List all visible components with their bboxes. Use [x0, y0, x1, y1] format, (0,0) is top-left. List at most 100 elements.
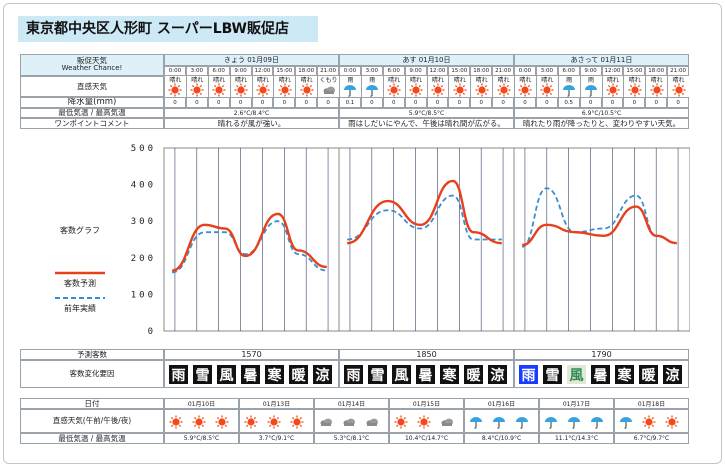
- rain-icon: [620, 417, 632, 429]
- time-cell: 12:00: [251, 66, 274, 76]
- weather-icon-cell: [579, 83, 602, 97]
- factor-cell: 雨雪風暑寒暖涼: [164, 360, 339, 388]
- forecast-line: [346, 179, 502, 245]
- sun-icon: [387, 83, 401, 97]
- predicted-value: 1790: [514, 349, 689, 360]
- weather-icon-cell: [492, 83, 514, 97]
- precip-cell: 0: [295, 97, 318, 108]
- weather-icon-cell: [667, 83, 689, 97]
- day-header: あさって 01月11日: [514, 54, 689, 66]
- rain-icon: [545, 417, 557, 429]
- factor-雪: 雪: [368, 365, 387, 384]
- weather-text: 晴れ: [229, 76, 252, 83]
- prev-year-line: [521, 187, 677, 248]
- cloud-icon: [343, 418, 355, 426]
- sun-icon: [290, 415, 304, 429]
- weather-icon-cell: [273, 83, 295, 97]
- weather-text: 晴れ: [470, 76, 492, 83]
- weekly-icon-slot: [567, 415, 581, 431]
- rain-icon: [470, 417, 482, 429]
- factor-涼: 涼: [488, 365, 507, 384]
- factor-寒: 寒: [265, 365, 284, 384]
- sun-icon: [475, 83, 489, 97]
- sun-icon: [212, 83, 226, 97]
- forecast-line: [521, 205, 677, 247]
- weekly-date: 01月10日: [164, 398, 239, 409]
- cloud-icon: [323, 86, 335, 94]
- weekly-date-label: 日付: [20, 398, 164, 409]
- factor-雨: 雨: [344, 365, 363, 384]
- precip-cell: 0: [273, 97, 296, 108]
- time-cell: 3:00: [360, 66, 383, 76]
- precip-cell: 0: [579, 97, 602, 108]
- time-cell: 15:00: [273, 66, 296, 76]
- weather-text: 晴れ: [164, 76, 186, 83]
- sun-icon: [278, 83, 292, 97]
- y-tick-label: 500: [131, 144, 156, 154]
- forecast-label: 販促天気 Weather Chance!: [20, 54, 164, 76]
- weather-text: 晴れ: [492, 76, 514, 83]
- weekly-icon-slot: [440, 415, 454, 431]
- time-cell: 6:00: [382, 66, 405, 76]
- time-cell: 21:00: [317, 66, 339, 76]
- precip-cell: 0: [404, 97, 427, 108]
- time-cell: 12:00: [601, 66, 624, 76]
- weather-text: 晴れ: [251, 76, 274, 83]
- prev-year-line: [171, 220, 327, 274]
- time-cell: 9:00: [229, 66, 252, 76]
- weekly-icon-slot: [365, 415, 379, 431]
- time-cell: 6:00: [557, 66, 580, 76]
- precip-cell: 0: [251, 97, 274, 108]
- factor-雪: 雪: [193, 365, 212, 384]
- sun-icon: [540, 83, 554, 97]
- precip-cell: 0: [645, 97, 668, 108]
- forecast-label-jp: 販促天気: [77, 56, 107, 66]
- weather-text: 晴れ: [535, 76, 558, 83]
- weather-text: 晴れ: [295, 76, 317, 83]
- precip-cell: 0: [229, 97, 252, 108]
- legend-forecast-label: 客数予測: [64, 278, 96, 288]
- weekly-icons: [464, 409, 539, 433]
- weekly-icons: [539, 409, 614, 433]
- factor-寒: 寒: [440, 365, 459, 384]
- weather-text: 晴れ: [382, 76, 405, 83]
- temp-cell: 2.6°C/8.4°C: [164, 108, 339, 118]
- weekly-icons: [389, 409, 464, 433]
- precip-cell: 0: [448, 97, 471, 108]
- factor-雪: 雪: [543, 365, 562, 384]
- sun-icon: [606, 83, 620, 97]
- weekly-temp: 3.7°C/9.1°C: [239, 433, 314, 444]
- weather-icon-cell: [623, 83, 645, 97]
- weekly-temp: 6.7°C/9.7°C: [614, 433, 689, 444]
- weekly-icon-slot: [642, 415, 656, 431]
- weather-text: 晴れ: [426, 76, 449, 83]
- weekly-date: 01月17日: [539, 398, 614, 409]
- forecast-label-en: Weather Chance!: [61, 64, 123, 73]
- factor-涼: 涼: [313, 365, 332, 384]
- factor-風: 風: [392, 365, 411, 384]
- weekly-temp: 8.4°C/10.9°C: [464, 433, 539, 444]
- weekly-date: 01月18日: [614, 398, 689, 409]
- sun-icon: [518, 83, 532, 97]
- weather-icon-cell: [251, 83, 274, 97]
- sun-icon: [300, 83, 314, 97]
- y-tick-label: 300: [131, 217, 156, 227]
- sun-icon: [169, 415, 183, 429]
- weather-text: 雨: [557, 76, 580, 83]
- factors-label: 客数変化要因: [20, 360, 164, 388]
- weather-text: 晴れ: [645, 76, 667, 83]
- time-cell: 18:00: [645, 66, 668, 76]
- weekly-icons: [614, 409, 689, 433]
- weekly-sensible-label: 直感天気(午前/午後/夜): [20, 409, 164, 433]
- forecast-line: [171, 212, 327, 272]
- sun-icon: [244, 415, 258, 429]
- weekly-icons: [239, 409, 314, 433]
- weekly-temp: 10.4°C/14.7°C: [389, 433, 464, 444]
- weekly-date: 01月16日: [464, 398, 539, 409]
- weekly-date: 01月15日: [389, 398, 464, 409]
- factor-風: 風: [567, 365, 586, 384]
- weather-icon-cell: [382, 83, 405, 97]
- predicted-label: 予測客数: [20, 349, 164, 360]
- sun-icon: [642, 415, 656, 429]
- weather-text: 晴れ: [448, 76, 470, 83]
